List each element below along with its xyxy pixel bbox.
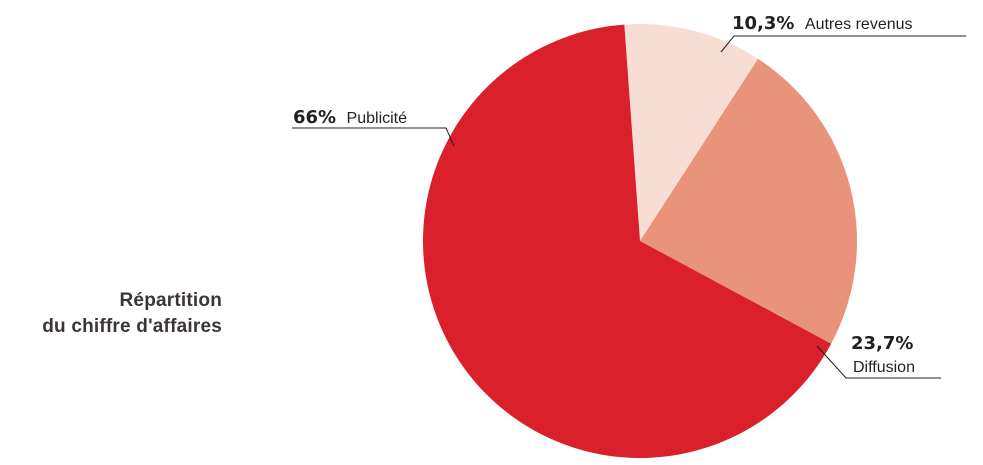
pie-slice-publicite (422, 24, 832, 459)
slice-value-diffusion: 23,7% (851, 333, 913, 354)
slice-name-publicite: Publicité (347, 110, 408, 127)
slice-value-autres-revenus: 10,3% (732, 13, 794, 34)
slice-value-publicite: 66% (293, 107, 336, 128)
slice-name-autres-revenus: Autres revenus (805, 16, 913, 33)
pie-slices (422, 24, 857, 459)
chart-title-line-2: du chiffre d'affaires (42, 316, 222, 337)
pie-slice-autres-revenus (624, 24, 758, 242)
leader-line-autres-revenus (720, 35, 966, 53)
svg-text:10,3% Autres revenus: 10,3% Autres revenus (732, 13, 913, 34)
chart-title-line-1: Répartition (119, 290, 222, 311)
slice-label-diffusion: 23,7% Diffusion (851, 333, 915, 376)
leader-lines (292, 35, 966, 379)
slice-label-autres-revenus: 10,3% Autres revenus (732, 13, 913, 34)
slice-label-publicite: 66% Publicité (293, 107, 407, 128)
chart-title: Répartition du chiffre d'affaires (42, 288, 222, 340)
svg-text:66% Publicité: 66% Publicité (293, 107, 407, 128)
slice-name-diffusion: Diffusion (853, 359, 915, 376)
pie-slice-diffusion (640, 58, 857, 344)
leader-line-publicite (292, 127, 455, 147)
leader-line-diffusion (816, 345, 941, 379)
